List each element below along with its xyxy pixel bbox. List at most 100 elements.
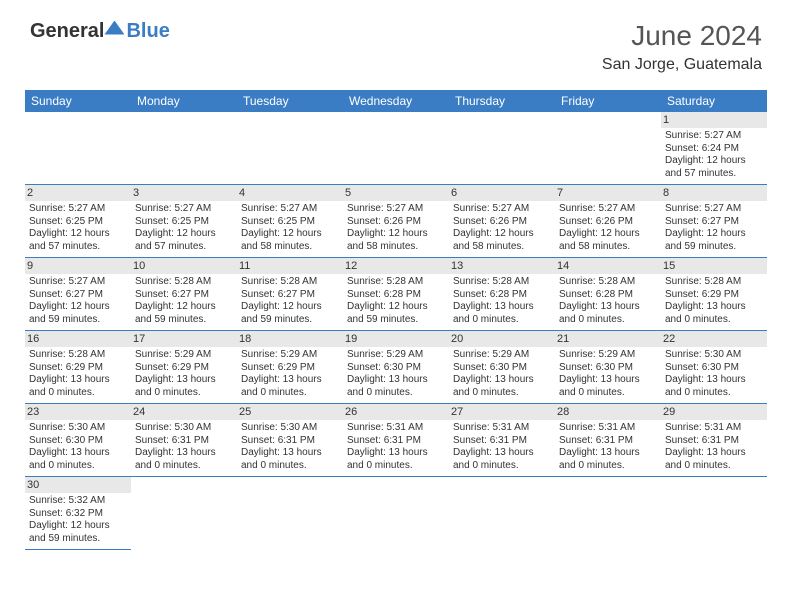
- calendar-day-cell: 27Sunrise: 5:31 AMSunset: 6:31 PMDayligh…: [449, 404, 555, 477]
- calendar-day-cell: 22Sunrise: 5:30 AMSunset: 6:30 PMDayligh…: [661, 331, 767, 404]
- day-number: 22: [661, 331, 767, 347]
- sunrise-text: Sunrise: 5:28 AM: [241, 276, 339, 289]
- daylight-text: Daylight: 12 hours: [347, 228, 445, 241]
- daylight-text: Daylight: 12 hours: [135, 228, 233, 241]
- brand-part1: General: [30, 20, 104, 43]
- calendar-day-cell: [25, 112, 131, 185]
- page-title: June 2024: [602, 20, 762, 52]
- daylight-text-2: and 0 minutes.: [29, 460, 127, 473]
- day-number: 28: [555, 404, 661, 420]
- sunset-text: Sunset: 6:26 PM: [453, 216, 551, 229]
- calendar-week-row: 2Sunrise: 5:27 AMSunset: 6:25 PMDaylight…: [25, 185, 767, 258]
- daylight-text: Daylight: 13 hours: [559, 447, 657, 460]
- calendar-day-cell: [131, 112, 237, 185]
- daylight-text: Daylight: 13 hours: [665, 301, 763, 314]
- weekday-header: Friday: [555, 90, 661, 112]
- calendar-day-cell: 19Sunrise: 5:29 AMSunset: 6:30 PMDayligh…: [343, 331, 449, 404]
- calendar-day-cell: 20Sunrise: 5:29 AMSunset: 6:30 PMDayligh…: [449, 331, 555, 404]
- sunrise-text: Sunrise: 5:29 AM: [453, 349, 551, 362]
- daylight-text: Daylight: 13 hours: [453, 447, 551, 460]
- calendar-day-cell: [555, 477, 661, 550]
- daylight-text: Daylight: 12 hours: [29, 301, 127, 314]
- sunset-text: Sunset: 6:30 PM: [453, 362, 551, 375]
- weekday-header: Saturday: [661, 90, 767, 112]
- sunset-text: Sunset: 6:30 PM: [665, 362, 763, 375]
- daylight-text-2: and 0 minutes.: [453, 460, 551, 473]
- calendar-day-cell: [449, 477, 555, 550]
- calendar-week-row: 30Sunrise: 5:32 AMSunset: 6:32 PMDayligh…: [25, 477, 767, 550]
- calendar-day-cell: 29Sunrise: 5:31 AMSunset: 6:31 PMDayligh…: [661, 404, 767, 477]
- calendar-day-cell: 30Sunrise: 5:32 AMSunset: 6:32 PMDayligh…: [25, 477, 131, 550]
- daylight-text: Daylight: 12 hours: [241, 301, 339, 314]
- calendar-header-row: Sunday Monday Tuesday Wednesday Thursday…: [25, 90, 767, 112]
- daylight-text: Daylight: 13 hours: [241, 447, 339, 460]
- daylight-text-2: and 0 minutes.: [29, 387, 127, 400]
- calendar-day-cell: 8Sunrise: 5:27 AMSunset: 6:27 PMDaylight…: [661, 185, 767, 258]
- daylight-text-2: and 58 minutes.: [241, 241, 339, 254]
- sunrise-text: Sunrise: 5:27 AM: [29, 203, 127, 216]
- daylight-text: Daylight: 13 hours: [559, 301, 657, 314]
- weekday-header: Wednesday: [343, 90, 449, 112]
- calendar-day-cell: 9Sunrise: 5:27 AMSunset: 6:27 PMDaylight…: [25, 258, 131, 331]
- day-number: 15: [661, 258, 767, 274]
- calendar-day-cell: 4Sunrise: 5:27 AMSunset: 6:25 PMDaylight…: [237, 185, 343, 258]
- calendar-day-cell: 18Sunrise: 5:29 AMSunset: 6:29 PMDayligh…: [237, 331, 343, 404]
- header: General Blue June 2024 San Jorge, Guatem…: [0, 0, 792, 84]
- daylight-text: Daylight: 12 hours: [241, 228, 339, 241]
- calendar-day-cell: 10Sunrise: 5:28 AMSunset: 6:27 PMDayligh…: [131, 258, 237, 331]
- calendar-day-cell: 2Sunrise: 5:27 AMSunset: 6:25 PMDaylight…: [25, 185, 131, 258]
- sunset-text: Sunset: 6:28 PM: [559, 289, 657, 302]
- daylight-text-2: and 59 minutes.: [241, 314, 339, 327]
- sunset-text: Sunset: 6:27 PM: [665, 216, 763, 229]
- sunset-text: Sunset: 6:27 PM: [29, 289, 127, 302]
- calendar-day-cell: 14Sunrise: 5:28 AMSunset: 6:28 PMDayligh…: [555, 258, 661, 331]
- day-number: 23: [25, 404, 131, 420]
- day-number: 3: [131, 185, 237, 201]
- sunset-text: Sunset: 6:32 PM: [29, 508, 127, 521]
- sunset-text: Sunset: 6:25 PM: [241, 216, 339, 229]
- calendar-day-cell: [555, 112, 661, 185]
- calendar-week-row: 9Sunrise: 5:27 AMSunset: 6:27 PMDaylight…: [25, 258, 767, 331]
- sunrise-text: Sunrise: 5:28 AM: [29, 349, 127, 362]
- calendar-day-cell: 3Sunrise: 5:27 AMSunset: 6:25 PMDaylight…: [131, 185, 237, 258]
- day-number: 11: [237, 258, 343, 274]
- daylight-text-2: and 0 minutes.: [559, 460, 657, 473]
- sunset-text: Sunset: 6:30 PM: [29, 435, 127, 448]
- sunset-text: Sunset: 6:26 PM: [559, 216, 657, 229]
- day-number: 10: [131, 258, 237, 274]
- sunrise-text: Sunrise: 5:29 AM: [559, 349, 657, 362]
- weekday-header: Sunday: [25, 90, 131, 112]
- calendar-day-cell: 16Sunrise: 5:28 AMSunset: 6:29 PMDayligh…: [25, 331, 131, 404]
- daylight-text-2: and 59 minutes.: [29, 314, 127, 327]
- title-block: June 2024 San Jorge, Guatemala: [602, 20, 762, 74]
- sunset-text: Sunset: 6:31 PM: [665, 435, 763, 448]
- day-number: 1: [661, 112, 767, 128]
- day-number: 4: [237, 185, 343, 201]
- daylight-text: Daylight: 13 hours: [241, 374, 339, 387]
- sunrise-text: Sunrise: 5:29 AM: [241, 349, 339, 362]
- sunrise-text: Sunrise: 5:29 AM: [347, 349, 445, 362]
- calendar-day-cell: [237, 112, 343, 185]
- sunset-text: Sunset: 6:31 PM: [559, 435, 657, 448]
- sunset-text: Sunset: 6:27 PM: [241, 289, 339, 302]
- daylight-text-2: and 0 minutes.: [665, 387, 763, 400]
- daylight-text: Daylight: 13 hours: [347, 447, 445, 460]
- daylight-text-2: and 58 minutes.: [347, 241, 445, 254]
- daylight-text: Daylight: 13 hours: [453, 301, 551, 314]
- day-number: 14: [555, 258, 661, 274]
- calendar-day-cell: 26Sunrise: 5:31 AMSunset: 6:31 PMDayligh…: [343, 404, 449, 477]
- brand-part2: Blue: [126, 20, 169, 43]
- calendar-day-cell: [661, 477, 767, 550]
- daylight-text: Daylight: 12 hours: [453, 228, 551, 241]
- daylight-text: Daylight: 13 hours: [347, 374, 445, 387]
- daylight-text: Daylight: 13 hours: [29, 447, 127, 460]
- daylight-text-2: and 0 minutes.: [453, 387, 551, 400]
- sunset-text: Sunset: 6:28 PM: [347, 289, 445, 302]
- day-number: 17: [131, 331, 237, 347]
- sunrise-text: Sunrise: 5:28 AM: [453, 276, 551, 289]
- sunrise-text: Sunrise: 5:30 AM: [29, 422, 127, 435]
- daylight-text: Daylight: 12 hours: [29, 520, 127, 533]
- location-label: San Jorge, Guatemala: [602, 56, 762, 74]
- sunset-text: Sunset: 6:26 PM: [347, 216, 445, 229]
- day-number: 13: [449, 258, 555, 274]
